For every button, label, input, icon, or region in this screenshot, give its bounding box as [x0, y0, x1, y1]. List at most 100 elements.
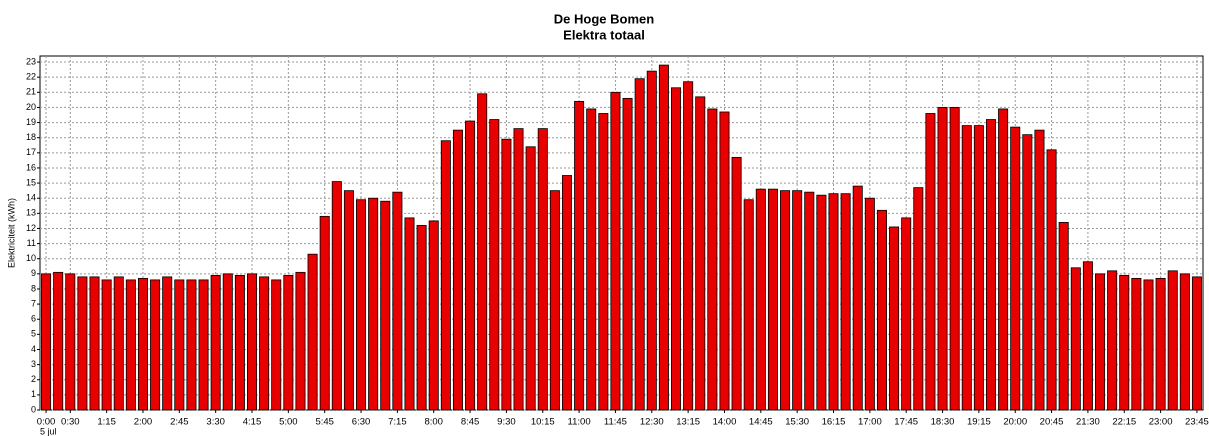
bar — [767, 188, 778, 411]
x-tick-label: 21:30 — [1076, 417, 1100, 428]
bar — [392, 191, 403, 411]
y-tick-label: 22 — [26, 72, 36, 82]
bar — [113, 276, 124, 411]
y-tick-label: 21 — [26, 87, 36, 97]
bar — [162, 276, 173, 411]
bar — [428, 220, 439, 411]
x-tick-label: 2:00 — [134, 417, 153, 428]
bar — [41, 273, 52, 411]
bar — [658, 64, 669, 411]
plot-area — [39, 55, 1204, 411]
bar — [671, 87, 682, 411]
x-tick-label: 5:00 — [279, 417, 298, 428]
y-tick-label: 23 — [26, 56, 36, 66]
y-tick-label: 5 — [31, 329, 36, 339]
bar — [174, 279, 185, 411]
bar — [1058, 222, 1069, 411]
bar — [804, 191, 815, 411]
bar — [998, 108, 1009, 411]
bar — [283, 274, 294, 411]
bar — [501, 138, 512, 411]
bar — [452, 129, 463, 411]
x-tick-label: 17:45 — [894, 417, 918, 428]
bar — [646, 70, 657, 411]
bar — [634, 78, 645, 411]
bar — [89, 276, 100, 411]
bar — [234, 274, 245, 411]
bar — [222, 273, 233, 411]
bar — [925, 113, 936, 411]
bar — [1179, 273, 1190, 411]
x-tick-label: 10:15 — [531, 417, 555, 428]
bar — [247, 273, 258, 411]
bar — [343, 190, 354, 411]
x-tick-label: 8:45 — [461, 417, 480, 428]
bar — [150, 279, 161, 411]
bar — [77, 276, 88, 411]
x-tick-label: 16:15 — [822, 417, 846, 428]
y-tick-label: 1 — [31, 389, 36, 399]
bar — [537, 128, 548, 411]
bar — [1070, 267, 1081, 411]
bar — [1155, 277, 1166, 411]
bar — [368, 197, 379, 411]
bar — [707, 108, 718, 411]
bar — [889, 226, 900, 411]
x-tick-label: 14:00 — [713, 417, 737, 428]
x-tick-label: 23:00 — [1149, 417, 1173, 428]
bar — [1082, 261, 1093, 411]
bar — [1131, 277, 1142, 411]
x-tick-label: 9:30 — [497, 417, 516, 428]
y-axis-label: Elektriciteit (kWh) — [6, 198, 16, 268]
bar — [404, 217, 415, 411]
bar — [852, 185, 863, 411]
bar — [1167, 270, 1178, 411]
bar — [731, 156, 742, 411]
y-tick-label: 0 — [31, 404, 36, 414]
y-tick-label: 18 — [26, 132, 36, 142]
y-tick-label: 6 — [31, 314, 36, 324]
bar — [973, 125, 984, 411]
bar — [513, 128, 524, 411]
bar — [937, 107, 948, 411]
x-tick-label: 20:00 — [1003, 417, 1027, 428]
y-tick-label: 15 — [26, 177, 36, 187]
bar — [1034, 129, 1045, 411]
bar — [186, 279, 197, 411]
bar — [792, 190, 803, 411]
bar — [356, 199, 367, 411]
x-tick-label: 1:15 — [97, 417, 116, 428]
x-tick-label: 8:00 — [424, 417, 443, 428]
bar — [913, 187, 924, 411]
bar — [719, 111, 730, 411]
bar — [331, 181, 342, 411]
bar — [598, 113, 609, 411]
bar — [780, 190, 791, 411]
bar — [1143, 279, 1154, 411]
bar — [1022, 134, 1033, 411]
bar — [1095, 273, 1106, 411]
bar — [1046, 149, 1057, 411]
bar — [477, 93, 488, 411]
y-tick-label: 16 — [26, 162, 36, 172]
bar — [416, 225, 427, 411]
bar — [1191, 276, 1202, 411]
bar — [876, 209, 887, 411]
x-tick-label: 13:15 — [676, 417, 700, 428]
bar — [561, 175, 572, 411]
x-tick-label: 0:30 — [61, 417, 80, 428]
bar — [137, 277, 148, 411]
bar — [816, 194, 827, 411]
bar — [961, 125, 972, 411]
bar — [840, 193, 851, 411]
x-tick-label: 5:45 — [315, 417, 334, 428]
chart-subtitle: Elektra totaal — [563, 27, 645, 42]
bar — [307, 253, 318, 411]
bar — [1119, 274, 1130, 411]
x-tick-label: 2:45 — [170, 417, 189, 428]
bar — [901, 217, 912, 411]
bar — [125, 279, 136, 411]
bar — [828, 193, 839, 411]
y-tick-label: 13 — [26, 208, 36, 218]
y-tick-label: 20 — [26, 102, 36, 112]
